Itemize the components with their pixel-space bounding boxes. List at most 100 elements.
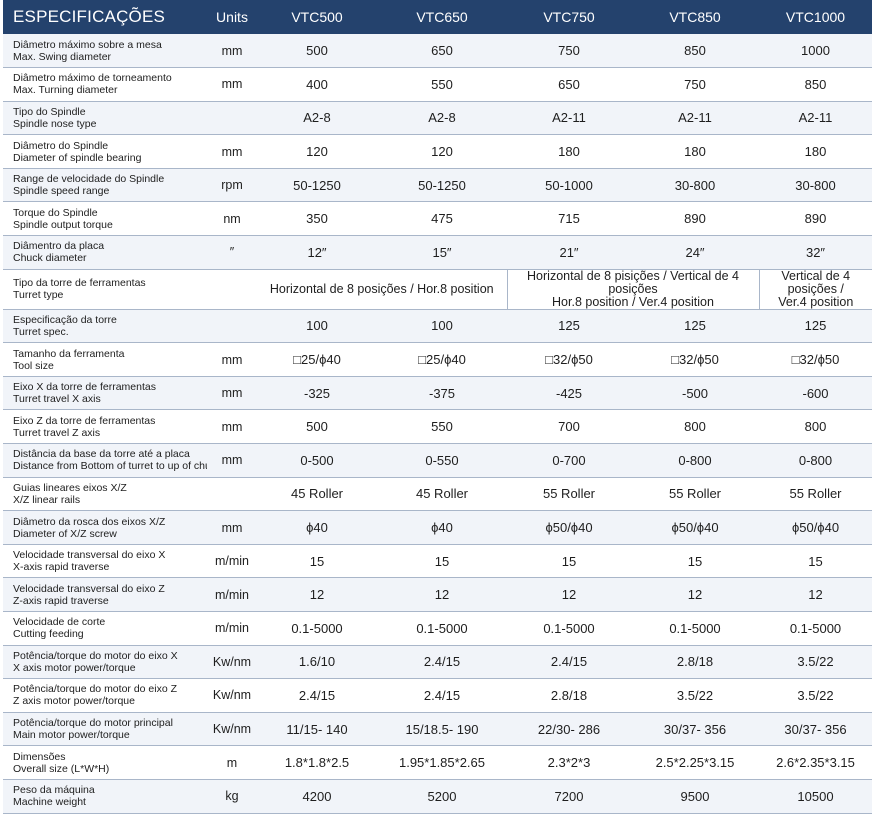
spec-value: □25/ϕ40 [257,342,377,377]
spec-unit: ″ [207,235,257,270]
spec-value: 750 [631,67,759,102]
spec-unit: kg [207,779,257,814]
spec-value: 45 Roller [377,477,507,512]
spec-value: 55 Roller [507,477,631,512]
spec-label-portuguese: Eixo Z da torre de ferramentas [13,414,156,427]
spec-value: 650 [377,34,507,69]
spec-unit: Kw/nm [207,678,257,713]
spec-row: Eixo X da torre de ferramentas Turret tra… [3,376,872,411]
spec-label: Dimensões Overall size (L*W*H) [3,745,207,780]
spec-label-portuguese: Diâmetro da rosca dos eixos X/Z [13,515,166,528]
spec-unit [207,269,257,310]
spec-label: Diâmetro máximo de torneamento Max. Turni… [3,67,207,102]
spec-value: ϕ50/ϕ40 [759,510,872,545]
spec-unit [207,309,257,344]
spec-label-portuguese: Velocidade transversal do eixo X [13,549,166,562]
spec-value: 15″ [377,235,507,270]
spec-row: Peso da máquina Machine weight kg 4200 5200 7… [3,779,872,814]
spec-label-portuguese: Dimensões [13,750,66,763]
spec-value: 0.1-5000 [631,611,759,646]
spec-value: -325 [257,376,377,411]
spec-value: 2.4/15 [377,645,507,680]
spec-label-english: Z-axis rapid traverse [13,594,109,607]
spec-label-english: X axis motor power/torque [13,661,136,674]
spec-value: 15/18.5- 190 [377,712,507,747]
spec-unit [207,477,257,512]
spec-value: ϕ40 [377,510,507,545]
spec-value: 0.1-5000 [257,611,377,646]
spec-value: 2.8/18 [631,645,759,680]
spec-unit: Kw/nm [207,712,257,747]
spec-label-english: Turret travel X axis [13,393,101,406]
spec-unit: mm [207,376,257,411]
spec-label: Especificação da torre Turret spec. [3,309,207,344]
spec-value: 32″ [759,235,872,270]
spec-row: Diâmentro da placa Chuck diameter ″ 12″ 15″ 2… [3,235,872,270]
spec-value: 125 [631,309,759,344]
spec-label-portuguese: Potência/torque do motor principal [13,717,173,730]
spec-value: 120 [377,134,507,169]
spec-row: Velocidade transversal do eixo X X-axis … [3,544,872,579]
spec-value: 15 [759,544,872,579]
spec-label-english: Turret type [13,289,64,302]
turret-type-vtc1000: Vertical de 4 posições / Ver.4 position [758,269,872,310]
spec-value: 12 [507,577,631,612]
spec-row: Range de velocidade do Spindle Spindle sp… [3,168,872,203]
spec-value: 15 [631,544,759,579]
spec-value: 0-550 [377,443,507,478]
spec-label-portuguese: Velocidade transversal do eixo Z [13,582,165,595]
spec-label: Range de velocidade do Spindle Spindle sp… [3,168,207,203]
model-header-vtc750: VTC750 [507,0,631,34]
spec-unit: mm [207,443,257,478]
spec-value: 850 [631,34,759,69]
spec-value: 800 [759,409,872,445]
spec-row: Velocidade transversal do eixo Z Z-axis r… [3,577,872,612]
spec-value: A2-11 [631,101,759,136]
spec-value: 1.8*1.8*2.5 [257,745,377,780]
model-header-vtc1000: VTC1000 [759,0,872,34]
spec-value: 50-1000 [507,168,631,203]
spec-label: Diâmetro da rosca dos eixos X/Z Diameter … [3,510,207,545]
spec-label-portuguese: Guias lineares eixos X/Z [13,481,127,494]
spec-row: Tamanho da ferramenta Tool size mm □25/ϕ40 □… [3,342,872,377]
spec-value: 2.5*2.25*3.15 [631,745,759,780]
spec-label-portuguese: Distância da base da torre até a placa [13,448,190,461]
spec-label-english: Turret spec. [13,325,69,338]
spec-value: 180 [759,134,872,169]
spec-value: 180 [631,134,759,169]
spec-value: □32/ϕ50 [631,342,759,377]
spec-label: Diâmetro máximo sobre a mesa Max. Swing d… [3,34,207,69]
spec-value: 50-1250 [377,168,507,203]
spec-value: 9500 [631,779,759,814]
table-header: ESPECIFICAÇÕES Units VTC500 VTC650 VTC75… [3,0,872,34]
spec-value: □32/ϕ50 [759,342,872,377]
spec-label-portuguese: Potência/torque do motor do eixo X [13,649,178,662]
spec-label-english: X/Z linear rails [13,493,81,506]
spec-value: 30/37- 356 [631,712,759,747]
spec-unit: m/min [207,611,257,646]
spec-row: Velocidade de corte Cutting feeding m/min 0… [3,611,872,646]
spec-unit: mm [207,342,257,377]
spec-label-english: X-axis rapid traverse [13,561,110,574]
spec-value: 1.6/10 [257,645,377,680]
spec-unit [207,101,257,136]
spec-label: Tipo da torre de ferramentas Turret type [3,269,207,310]
spec-value: 12 [631,577,759,612]
spec-row: Diâmetro da rosca dos eixos X/Z Diameter … [3,510,872,545]
spec-value: 12 [257,577,377,612]
spec-label-portuguese: Diâmentro da placa [13,240,105,253]
table-body: Diâmetro máximo sobre a mesa Max. Swing d… [3,34,872,814]
spec-label-english: Overall size (L*W*H) [13,762,110,775]
spec-label: Velocidade de corte Cutting feeding [3,611,207,646]
spec-value: 100 [377,309,507,344]
spec-label-portuguese: Tamanho da ferramenta [13,347,125,360]
spec-value: 55 Roller [631,477,759,512]
spec-value: 12″ [257,235,377,270]
spec-value: 11/15- 140 [257,712,377,747]
spec-label-portuguese: Diâmetro máximo sobre a mesa [13,38,162,51]
spec-label: Peso da máquina Machine weight [3,779,207,814]
spec-label-english: Diameter of X/Z screw [13,527,117,540]
spec-value: 5200 [377,779,507,814]
spec-value: 24″ [631,235,759,270]
spec-value: 890 [759,201,872,237]
